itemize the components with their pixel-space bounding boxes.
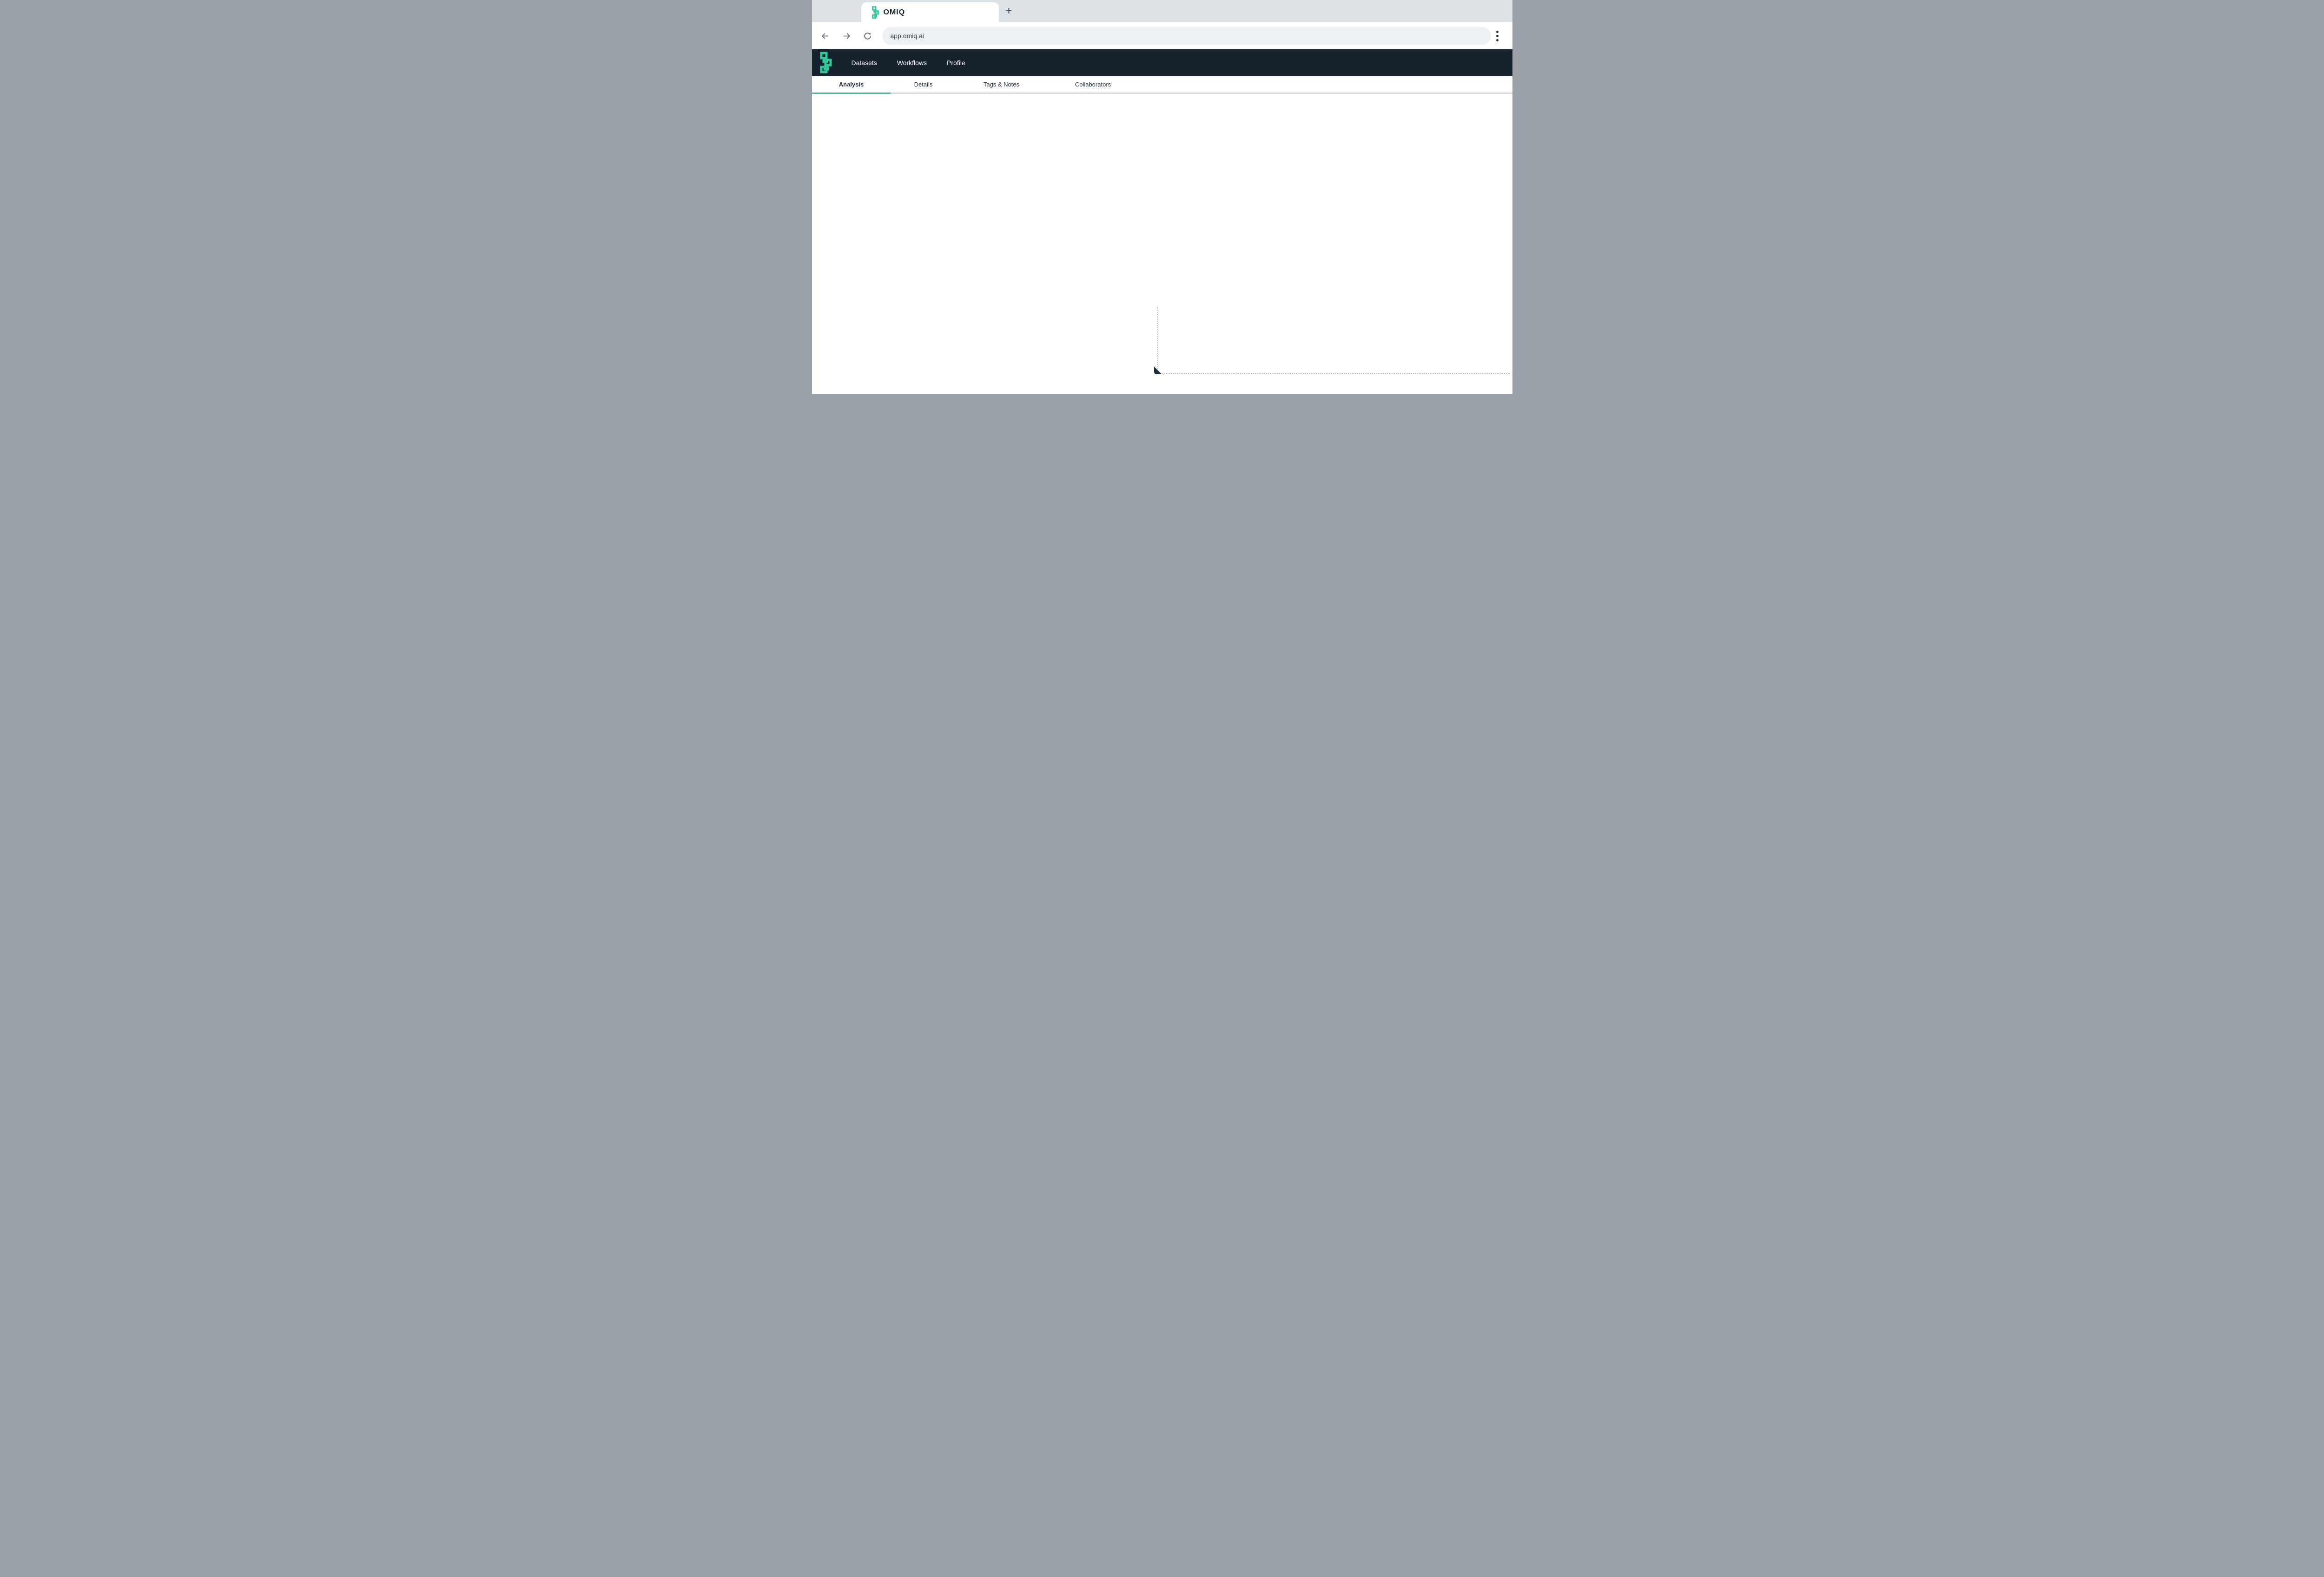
- browser-tab[interactable]: OMIQ: [861, 2, 999, 22]
- browser-menu-button[interactable]: [1490, 28, 1505, 44]
- tab-title: OMIQ: [883, 8, 905, 16]
- figure-page-left-edge: [1156, 307, 1158, 374]
- browser-tab-strip: OMIQ +: [812, 0, 1512, 22]
- tab-tags-notes[interactable]: Tags & Notes: [983, 80, 1020, 88]
- figure-resize-handle[interactable]: [1154, 366, 1162, 374]
- nav-item-datasets[interactable]: Datasets: [851, 59, 877, 66]
- close-window-button[interactable]: [823, 7, 830, 14]
- omiq-logo[interactable]: [819, 52, 833, 74]
- url-bar[interactable]: app.omiq.ai: [882, 27, 1491, 45]
- tab-analysis[interactable]: Analysis: [838, 80, 864, 88]
- forward-button[interactable]: [839, 28, 855, 44]
- new-tab-button[interactable]: +: [1005, 5, 1012, 17]
- omiq-favicon-icon: [872, 6, 879, 19]
- tab-details[interactable]: Details: [914, 80, 933, 88]
- url-text: app.omiq.ai: [890, 32, 924, 40]
- reload-button[interactable]: [860, 28, 876, 44]
- reload-icon: [864, 32, 871, 40]
- back-arrow-icon: [821, 33, 828, 39]
- app-header: Datasets Workflows Profile: [812, 49, 1512, 76]
- minimize-window-button[interactable]: [835, 7, 842, 14]
- back-button[interactable]: [818, 28, 833, 44]
- page-tabs: Analysis Details Tags & Notes Collaborat…: [812, 76, 1512, 94]
- zoom-window-button[interactable]: [847, 7, 854, 14]
- tabs-divider: [812, 93, 1512, 94]
- nav-item-workflows[interactable]: Workflows: [897, 59, 927, 66]
- browser-toolbar: app.omiq.ai: [812, 22, 1512, 50]
- browser-window: OMIQ + app.omiq.ai Datasets Workflows Pr…: [812, 0, 1512, 394]
- tab-collaborators[interactable]: Collaborators: [1075, 80, 1111, 88]
- nav-item-profile[interactable]: Profile: [947, 59, 965, 66]
- active-tab-indicator: [812, 93, 891, 94]
- kebab-icon: [1496, 30, 1499, 33]
- forward-arrow-icon: [844, 33, 851, 39]
- window-controls: [823, 7, 854, 14]
- figure-page-bottom-edge: [1156, 373, 1510, 374]
